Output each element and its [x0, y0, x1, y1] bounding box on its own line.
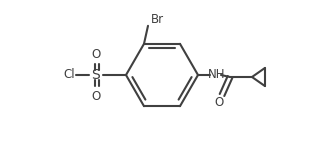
Text: O: O [91, 89, 101, 102]
Text: Br: Br [150, 13, 163, 26]
Text: Cl: Cl [63, 69, 75, 82]
Text: NH: NH [208, 69, 226, 82]
Text: S: S [92, 68, 100, 82]
Text: O: O [214, 95, 224, 108]
Text: O: O [91, 47, 101, 60]
